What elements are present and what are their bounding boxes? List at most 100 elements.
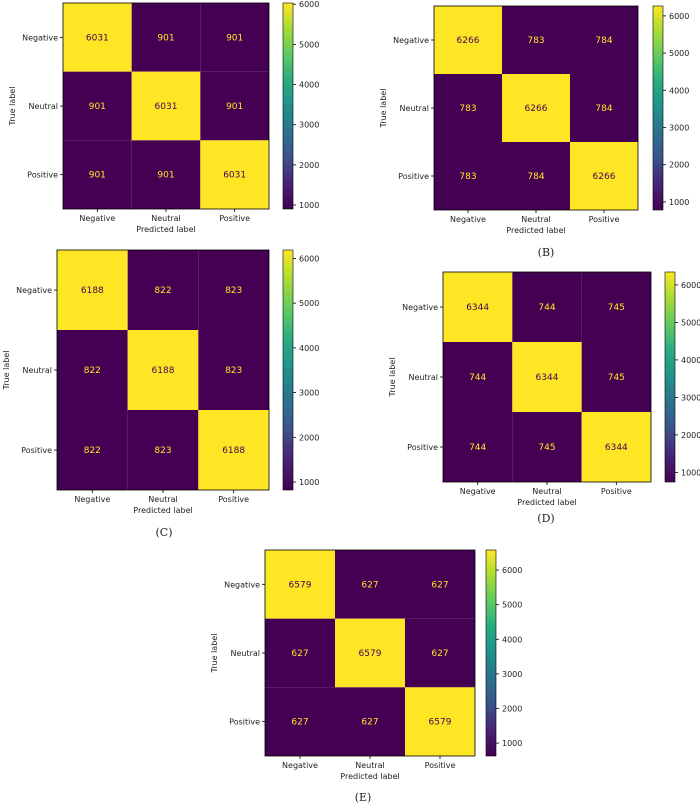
matrix-cell xyxy=(570,142,638,210)
matrix-cell xyxy=(198,410,269,490)
colorbar xyxy=(664,271,676,483)
matrix-cell xyxy=(131,140,201,209)
matrix-cell xyxy=(443,412,513,482)
x-tick-label: Neutral xyxy=(532,487,562,496)
colorbar-tick-label: 1000 xyxy=(299,478,319,487)
confusion-matrix-panel: 6188 822 823 822 6188 823 822 823 6188 Negative Ne… xyxy=(2,249,319,539)
colorbar-tick-label: 3000 xyxy=(669,124,689,133)
colorbar xyxy=(282,2,294,210)
y-axis-label: True label xyxy=(8,87,17,127)
cell-value-label: 901 xyxy=(89,171,106,181)
matrix-cell xyxy=(405,687,475,756)
cell-value-label: 901 xyxy=(157,33,174,43)
colorbar-tick-label: 3000 xyxy=(502,670,522,679)
cell-value-label: 784 xyxy=(527,172,544,182)
matrix-cell xyxy=(198,250,269,330)
x-tick-label: Positive xyxy=(589,215,620,224)
cell-value-label: 6579 xyxy=(429,718,452,728)
y-tick-label: Neutral xyxy=(22,366,52,375)
colorbar-tick-label: 4000 xyxy=(299,81,319,90)
matrix-cell xyxy=(502,6,570,74)
confusion-matrix-panel: 6344 744 745 744 6344 745 744 745 6344 Negative Ne… xyxy=(388,271,700,525)
cell-value-label: 744 xyxy=(469,373,486,383)
matrix-cell xyxy=(405,550,475,619)
colorbar-tick-label: 5000 xyxy=(299,40,319,49)
matrix-cell xyxy=(443,342,513,412)
x-tick-label: Positive xyxy=(601,487,632,496)
matrix-cell xyxy=(581,342,651,412)
matrix-cell xyxy=(200,3,269,72)
cell-value-label: 745 xyxy=(538,443,555,453)
cell-value-label: 783 xyxy=(459,172,476,182)
matrix-cell xyxy=(512,272,582,342)
colorbar-tick-label: 4000 xyxy=(681,356,700,365)
panel-caption: (D) xyxy=(537,512,554,525)
cell-value-label: 901 xyxy=(226,102,243,112)
colorbar xyxy=(485,549,497,757)
cell-value-label: 627 xyxy=(291,649,308,659)
cell-value-label: 6266 xyxy=(457,36,480,46)
cell-value-label: 784 xyxy=(595,36,612,46)
matrix-cell xyxy=(265,550,335,619)
matrix-cell xyxy=(57,330,128,410)
y-tick-label: Neutral xyxy=(28,102,58,111)
matrix-cell xyxy=(335,687,405,756)
cell-value-label: 627 xyxy=(361,718,378,728)
y-tick-label: Negative xyxy=(402,303,438,312)
x-tick-label: Neutral xyxy=(521,215,551,224)
cell-value-label: 627 xyxy=(431,580,448,590)
colorbar-tick-label: 2000 xyxy=(669,161,689,170)
colorbar-tick-label: 1000 xyxy=(669,198,689,207)
matrix-cell xyxy=(434,142,502,210)
panel-caption: (B) xyxy=(538,246,555,259)
colorbar xyxy=(652,5,664,211)
y-tick-label: Positive xyxy=(407,443,438,452)
colorbar-tick-label: 2000 xyxy=(502,704,522,713)
y-tick-label: Positive xyxy=(21,446,52,455)
x-axis-label: Predicted label xyxy=(340,772,399,781)
x-tick-label: Positive xyxy=(218,495,249,504)
y-tick-label: Positive xyxy=(398,172,429,181)
matrix-cell xyxy=(335,550,405,619)
cell-value-label: 627 xyxy=(431,649,448,659)
matrix-cell xyxy=(434,6,502,74)
cell-value-label: 6188 xyxy=(152,366,175,376)
matrix-cell xyxy=(200,71,269,141)
colorbar-tick-label: 4000 xyxy=(502,635,522,644)
colorbar-tick-label: 5000 xyxy=(681,318,700,327)
colorbar-tick-label: 6000 xyxy=(681,281,700,290)
y-tick-label: Positive xyxy=(27,171,58,180)
x-tick-label: Neutral xyxy=(148,495,178,504)
cell-value-label: 6344 xyxy=(605,443,628,453)
x-tick-label: Positive xyxy=(425,761,456,770)
colorbar-tick-label: 2000 xyxy=(681,431,700,440)
cell-value-label: 6344 xyxy=(536,373,559,383)
matrix-cell xyxy=(581,412,651,482)
matrix-cell xyxy=(127,410,199,490)
matrix-cell xyxy=(570,6,638,74)
matrix-cell xyxy=(63,71,132,141)
cell-value-label: 901 xyxy=(226,33,243,43)
cell-value-label: 627 xyxy=(291,718,308,728)
cell-value-label: 6188 xyxy=(222,446,245,456)
x-tick-label: Negative xyxy=(74,495,110,504)
colorbar-tick-label: 5000 xyxy=(299,299,319,308)
cell-value-label: 744 xyxy=(469,443,486,453)
cell-value-label: 784 xyxy=(595,104,612,114)
matrix-cell xyxy=(434,74,502,142)
cell-value-label: 901 xyxy=(89,102,106,112)
matrix-cell xyxy=(57,250,128,330)
cell-value-label: 823 xyxy=(225,366,242,376)
colorbar-tick-label: 5000 xyxy=(502,601,522,610)
colorbar-tick-label: 2000 xyxy=(299,161,319,170)
matrix-cell xyxy=(63,140,132,209)
x-tick-label: Neutral xyxy=(151,214,181,223)
cell-value-label: 6188 xyxy=(81,286,104,296)
matrix-cell xyxy=(265,687,335,756)
confusion-matrix-panel: 6031 901 901 901 6031 901 901 901 6031 Negative Ne… xyxy=(8,0,319,261)
x-tick-label: Positive xyxy=(219,214,250,223)
x-tick-label: Negative xyxy=(450,215,486,224)
cell-value-label: 6031 xyxy=(223,171,246,181)
y-tick-label: Neutral xyxy=(408,373,438,382)
confusion-matrix-panel: 6579 627 627 627 6579 627 627 627 6579 Negative Ne… xyxy=(210,549,522,804)
